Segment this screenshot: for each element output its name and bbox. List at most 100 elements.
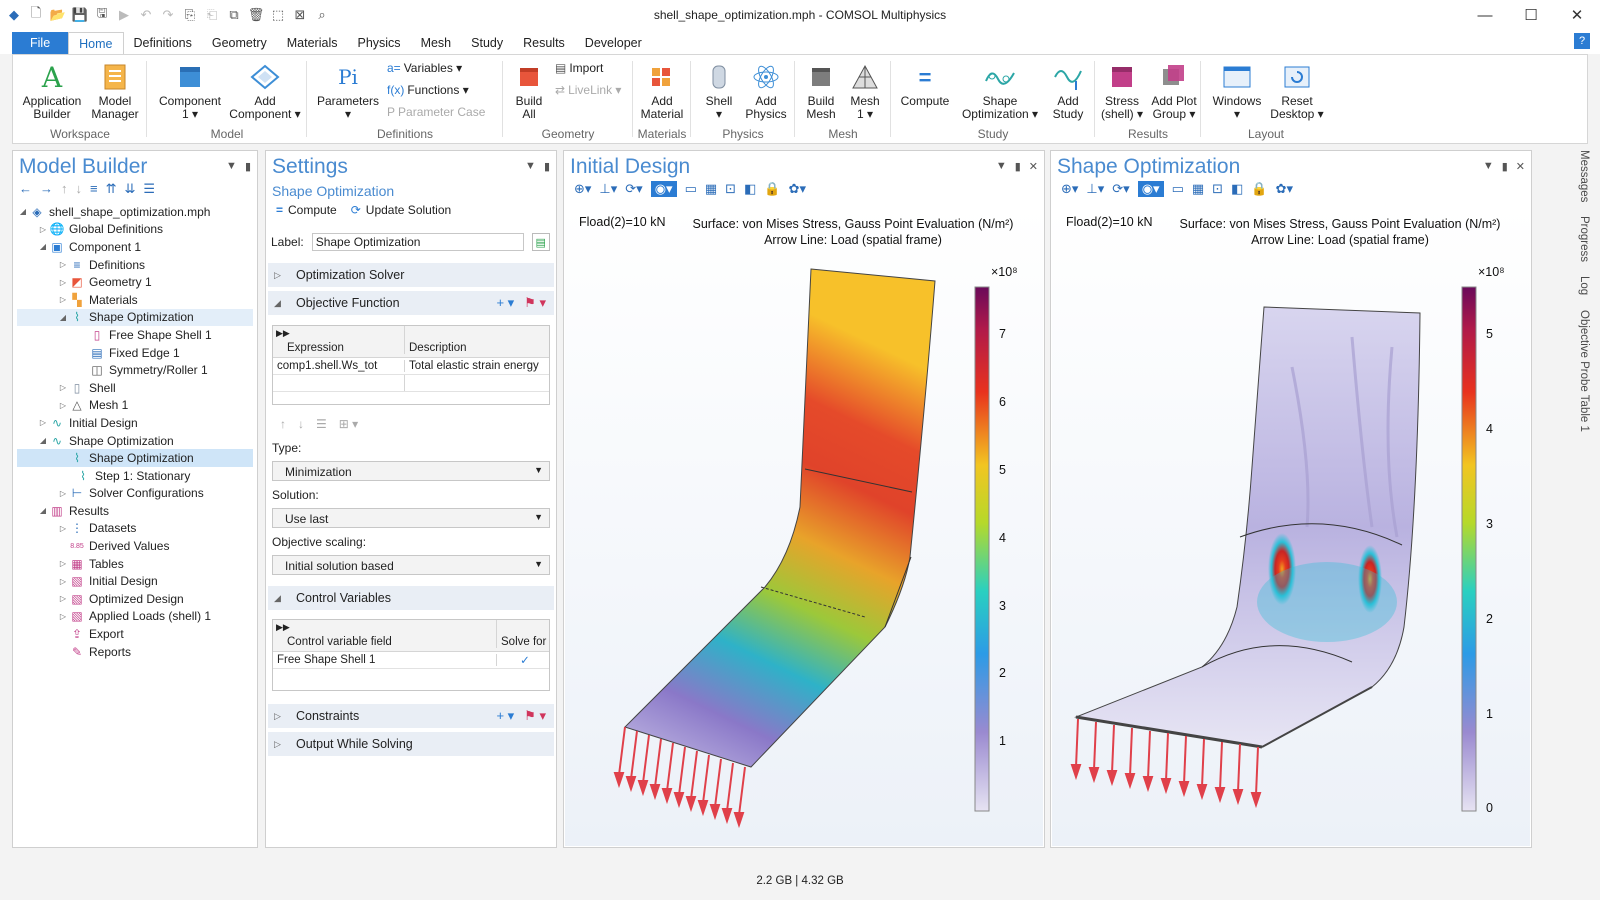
tab-study[interactable]: Study [471,36,504,50]
parameter-case-button[interactable]: P Parameter Case [387,105,486,119]
tab-mesh[interactable]: Mesh [420,36,452,50]
render-icon[interactable]: ✿▾ [1275,181,1293,196]
save-icon[interactable]: 💾 [71,7,89,22]
stress-shell-button[interactable]: Stress (shell) ▾ [1097,61,1147,121]
tree-node[interactable]: ◢ ◈ shell_shape_optimization.mph [17,203,253,221]
flag-icon[interactable]: ⚑ ▾ [524,295,546,310]
find-icon[interactable]: ⌕ [318,7,326,22]
tab-log[interactable]: Log [1578,276,1590,296]
pin-icon[interactable]: ▮ [543,161,550,173]
paste-icon[interactable]: ⎗ [206,7,218,22]
tab-physics[interactable]: Physics [357,36,401,50]
tree-node[interactable]: ▷ ▧ Applied Loads (shell) 1 [17,608,253,626]
section-control-variables[interactable]: ◢ Control Variables [268,586,554,610]
expand-arrow-icon[interactable]: ▷ [59,576,67,586]
minimize-icon[interactable]: — [1477,6,1493,24]
close-icon[interactable]: ✕ [1570,7,1584,24]
run-icon[interactable]: ▶ [119,7,129,22]
delete-icon[interactable]: 🗑 [247,7,265,22]
redo-icon[interactable]: ↷ [162,7,174,22]
expand-arrow-icon[interactable]: ▷ [59,277,67,287]
transparency-icon[interactable]: ⊡ [725,181,737,196]
label-edit-icon[interactable]: ▤ [531,233,550,251]
expand-icon[interactable]: ⇊ [124,181,136,196]
update-solution-action[interactable]: ⟳ Update Solution [350,203,452,217]
tree-node[interactable]: ▷ ▦ Tables [17,555,253,573]
reset-desktop-button[interactable]: Reset Desktop ▾ [1267,61,1327,121]
model-manager-button[interactable]: Model Manager [87,61,143,121]
tab-geometry[interactable]: Geometry [211,36,267,50]
wireframe-icon[interactable]: ▭ [1171,181,1184,196]
tab-file[interactable]: File [12,32,69,54]
rotate-icon[interactable]: ⟳▾ [625,181,643,196]
parameters-button[interactable]: Pi Parameters ▾ [315,61,381,121]
tree-node[interactable]: ▤ Fixed Edge 1 [17,344,253,362]
expand-arrow-icon[interactable]: ▷ [59,611,67,621]
copy-icon[interactable]: ⎘ [184,7,196,22]
tab-objective-probe-table[interactable]: Objective Probe Table 1 [1578,309,1590,432]
panel-menu-icon[interactable]: ▼ [995,160,1007,172]
close-panel-icon[interactable]: ✕ [1028,161,1038,173]
variables-button[interactable]: a= Variables ▾ [387,61,463,75]
move-down-icon[interactable]: ↓ [298,417,304,431]
tree-node[interactable]: ▯ Free Shape Shell 1 [17,326,253,344]
tab-definitions[interactable]: Definitions [133,36,192,50]
add-physics-button[interactable]: Add Physics [741,61,791,121]
move-down-icon[interactable]: ↓ [75,181,83,196]
tree-node[interactable]: ▷ ◩ Geometry 1 [17,273,253,291]
collapse-arrow-icon[interactable]: ◢ [59,312,67,322]
tab-results[interactable]: Results [523,36,565,50]
grid-icon[interactable]: ▦ [1191,181,1205,196]
tree-node[interactable]: ✎ Reports [17,643,253,661]
flag-icon[interactable]: ⚑ ▾ [524,708,546,723]
add-plot-group-button[interactable]: Add Plot Group ▾ [1147,61,1201,121]
livelink-button[interactable]: ⇄ LiveLink ▾ [555,83,622,97]
pin-icon[interactable]: ▮ [244,161,251,173]
undo-icon[interactable]: ↶ [140,7,152,22]
import-button[interactable]: ▤ Import [555,61,604,75]
lock-icon[interactable]: 🔒 [764,181,781,196]
tab-materials[interactable]: Materials [286,36,338,50]
tree-node[interactable]: ◫ Symmetry/Roller 1 [17,361,253,379]
forward-icon[interactable]: → [40,181,53,196]
mesh1-button[interactable]: Mesh 1 ▾ [843,61,887,121]
tree-node[interactable]: ▷ ∿ Initial Design [17,414,253,432]
section-optimization-solver[interactable]: ▷ Optimization Solver [268,263,554,287]
table-row[interactable]: Free Shape Shell 1 ✓ [273,652,549,669]
view-select-icon[interactable]: ◉▾ [650,181,677,197]
collapse-arrow-icon[interactable]: ◢ [39,506,47,516]
tree-node[interactable]: ▷ ⋮ Datasets [17,520,253,538]
move-up-icon[interactable]: ↑ [61,181,68,196]
panel-menu-icon[interactable]: ▼ [525,160,536,172]
tree-node[interactable]: ◢ ⌇ Shape Optimization [17,308,253,327]
collapse-arrow-icon[interactable]: ◢ [19,207,27,217]
table-row[interactable]: comp1.shell.Ws_tot Total elastic strain … [273,358,549,375]
tab-messages[interactable]: Messages [1578,150,1590,203]
scene-light-icon[interactable]: ◧ [1231,181,1244,196]
collapse-arrow-icon[interactable]: ◢ [39,242,47,252]
build-mesh-button[interactable]: Build Mesh [799,61,843,121]
tab-progress[interactable]: Progress [1578,216,1590,263]
axes-icon[interactable]: ⊥▾ [599,181,618,196]
tree-node[interactable]: ▷ ▧ Initial Design [17,572,253,590]
lock-icon[interactable]: 🔒 [1251,181,1268,196]
tree-node[interactable]: ◢ ▣ Component 1 [17,238,253,256]
close-panel-icon[interactable]: ✕ [1515,161,1525,173]
solve-for-checkbox[interactable]: ✓ [520,655,530,667]
expand-arrow-icon[interactable]: ▷ [59,594,67,604]
back-icon[interactable]: ← [19,181,32,196]
section-constraints[interactable]: ▷ Constraints + ▾ ⚑ ▾ [268,704,554,728]
section-objective-function[interactable]: ◢ Objective Function + ▾ ⚑ ▾ [268,291,554,315]
tree-node[interactable]: ⇪ Export [17,625,253,643]
expand-arrow-icon[interactable]: ▷ [59,488,67,498]
tree-node[interactable]: ▷ ▧ Optimized Design [17,590,253,608]
compute-action[interactable]: = Compute [276,203,337,217]
help-icon[interactable]: ? [1574,33,1590,49]
scene-light-icon[interactable]: ◧ [744,181,757,196]
axes-icon[interactable]: ⊥▾ [1086,181,1105,196]
expand-arrow-icon[interactable]: ▷ [59,295,67,305]
expand-arrow-icon[interactable]: ▷ [59,559,67,569]
view-select-icon[interactable]: ◉▾ [1137,181,1164,197]
type-select[interactable]: Minimization ▼ [272,461,550,481]
application-builder-button[interactable]: A Application Builder [17,61,87,121]
